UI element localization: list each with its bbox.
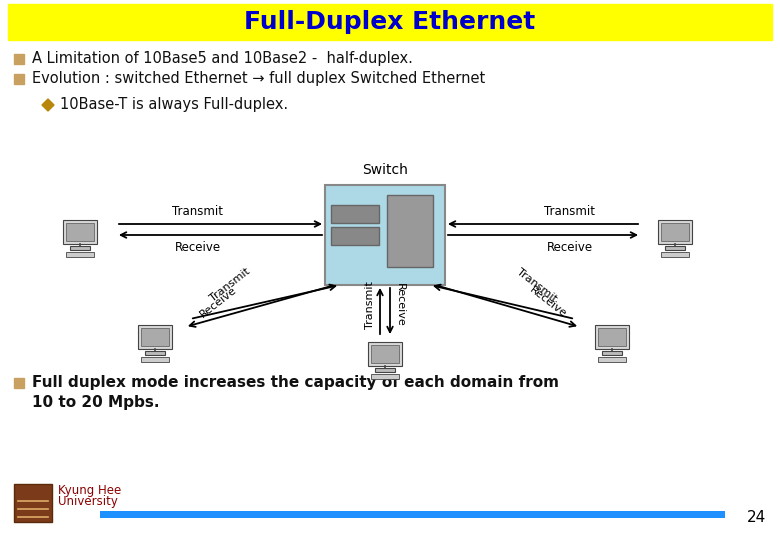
Text: Receive: Receive xyxy=(395,283,405,327)
Bar xyxy=(66,223,94,241)
Bar xyxy=(598,357,626,362)
Bar xyxy=(598,328,626,346)
Text: Transmit: Transmit xyxy=(208,266,252,303)
Text: A Limitation of 10Base5 and 10Base2 -  half-duplex.: A Limitation of 10Base5 and 10Base2 - ha… xyxy=(32,51,413,66)
Bar xyxy=(331,205,379,223)
Bar xyxy=(595,325,629,349)
Bar xyxy=(387,195,433,267)
Text: Receive: Receive xyxy=(197,285,239,319)
Bar xyxy=(63,220,97,244)
Text: Receive: Receive xyxy=(528,285,569,319)
Bar xyxy=(658,220,692,244)
Text: Transmit: Transmit xyxy=(544,205,595,218)
Bar xyxy=(661,252,689,257)
Bar xyxy=(331,227,379,245)
Text: Receive: Receive xyxy=(547,241,593,254)
Bar xyxy=(325,185,445,285)
Bar xyxy=(145,351,165,355)
Bar xyxy=(8,4,772,40)
Bar xyxy=(14,484,52,522)
Bar xyxy=(371,345,399,363)
Text: Evolution : switched Ethernet → full duplex Switched Ethernet: Evolution : switched Ethernet → full dup… xyxy=(32,71,485,86)
Bar xyxy=(14,54,24,64)
Bar xyxy=(141,357,169,362)
Bar xyxy=(66,252,94,257)
Text: Kyung Hee: Kyung Hee xyxy=(58,484,121,497)
Text: Receive: Receive xyxy=(175,241,221,254)
Bar xyxy=(100,511,725,518)
Bar xyxy=(368,342,402,366)
Bar xyxy=(375,368,395,372)
Text: Transmit: Transmit xyxy=(365,281,375,329)
Text: Transmit: Transmit xyxy=(515,266,559,303)
Bar xyxy=(371,374,399,379)
Text: Transmit: Transmit xyxy=(172,205,224,218)
Text: 10 to 20 Mpbs.: 10 to 20 Mpbs. xyxy=(32,395,159,409)
Bar xyxy=(138,325,172,349)
Bar xyxy=(70,246,90,250)
Text: University: University xyxy=(58,495,118,508)
Text: Switch: Switch xyxy=(362,163,408,177)
Polygon shape xyxy=(42,99,54,111)
Bar xyxy=(14,74,24,84)
Text: 10Base-T is always Full-duplex.: 10Base-T is always Full-duplex. xyxy=(60,98,288,112)
Bar xyxy=(14,378,24,388)
Text: Full duplex mode increases the capacity of each domain from: Full duplex mode increases the capacity … xyxy=(32,375,559,390)
Bar xyxy=(141,328,169,346)
Bar xyxy=(661,223,689,241)
Bar xyxy=(665,246,685,250)
Bar xyxy=(602,351,622,355)
Text: Full-Duplex Ethernet: Full-Duplex Ethernet xyxy=(244,10,536,34)
Text: 24: 24 xyxy=(746,510,766,525)
